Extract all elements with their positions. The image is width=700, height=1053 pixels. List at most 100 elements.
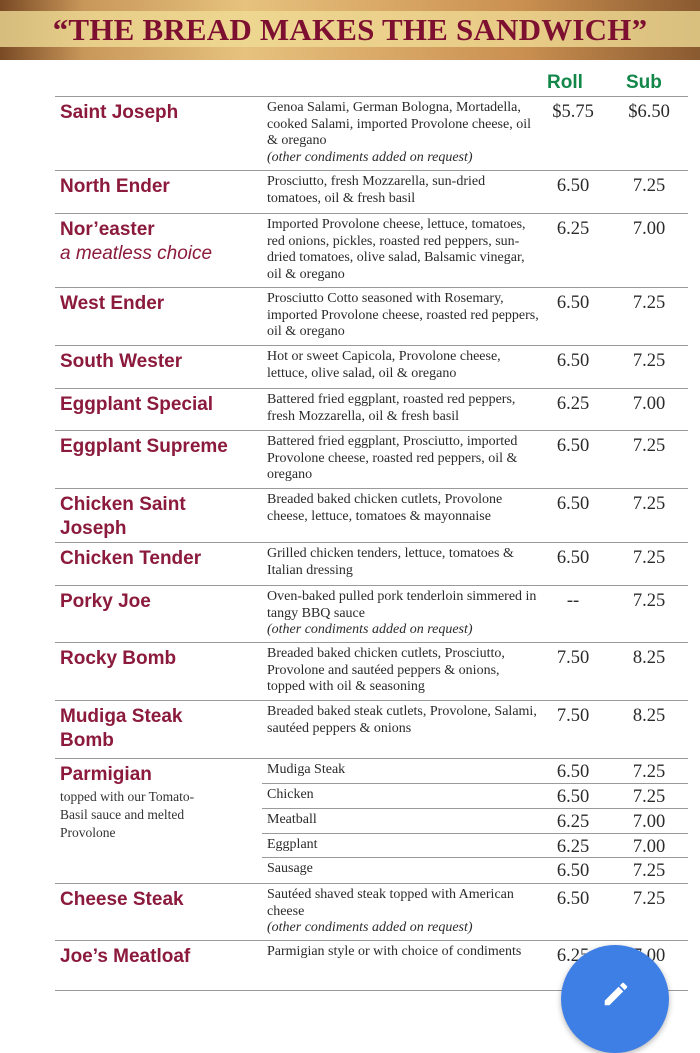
row-divider	[55, 430, 688, 431]
item-name-text: Eggplant Special	[60, 394, 214, 415]
item-name-text: Chicken Saint Joseph	[60, 494, 186, 539]
row-divider	[55, 758, 688, 759]
banner-strip	[0, 11, 700, 47]
sub-price: 7.00	[632, 219, 666, 239]
item-description: Breaded baked steak cutlets, Provolone, …	[267, 704, 539, 737]
item-description: Breaded baked chicken cutlets, Prosciutt…	[267, 646, 539, 696]
edit-fab-button[interactable]	[561, 945, 669, 1053]
item-name: West Ender	[60, 292, 260, 316]
row-divider	[55, 213, 688, 214]
item-description: Battered fried eggplant, roasted red pep…	[267, 392, 539, 425]
item-name: Rocky Bomb	[60, 647, 260, 671]
item-name: Eggplant Supreme	[60, 435, 260, 459]
sub-price: $6.50	[628, 102, 670, 122]
item-description: Prosciutto, fresh Mozzarella, sun-dried …	[267, 174, 539, 207]
item-name: Saint Joseph	[60, 101, 260, 125]
item-note: topped with our Tomato-Basil sauce and m…	[60, 789, 195, 840]
item-name: Nor’easter a meatless choice	[60, 218, 260, 266]
item-description: Breaded baked chicken cutlets, Provolone…	[267, 492, 539, 525]
parmigian-option: Eggplant	[267, 837, 318, 852]
column-header-roll: Roll	[547, 72, 583, 93]
item-description: Genoa Salami, German Bologna, Mortadella…	[267, 100, 539, 166]
row-divider	[55, 96, 688, 97]
roll-price: 6.50	[556, 176, 590, 196]
item-name-text: Chicken Tender	[60, 548, 202, 569]
roll-price: 6.50	[556, 351, 590, 371]
description-text: Battered fried eggplant, roasted red pep…	[267, 392, 516, 424]
row-divider	[55, 488, 688, 489]
roll-price: 6.25	[556, 837, 590, 857]
item-name: Mudiga Steak Bomb	[60, 705, 190, 753]
roll-price: 6.25	[556, 394, 590, 414]
row-divider	[262, 783, 688, 784]
roll-price: 6.50	[556, 436, 590, 456]
row-divider	[262, 833, 688, 834]
row-divider	[55, 287, 688, 288]
sub-price: 7.25	[632, 591, 666, 611]
sub-price: 8.25	[632, 648, 666, 668]
sub-price: 7.25	[632, 787, 666, 807]
item-description: Oven-baked pulled pork tenderloin simmer…	[267, 589, 539, 639]
row-divider	[55, 585, 688, 586]
row-divider	[262, 808, 688, 809]
sub-price: 7.25	[632, 351, 666, 371]
sub-price: 7.25	[632, 293, 666, 313]
row-divider	[55, 542, 688, 543]
roll-price: $5.75	[552, 102, 594, 122]
item-name-text: Eggplant Supreme	[60, 436, 228, 457]
roll-price: 6.50	[556, 889, 590, 909]
item-name: Eggplant Special	[60, 393, 260, 417]
item-name-text: Mudiga Steak Bomb	[60, 706, 183, 751]
description-text: Grilled chicken tenders, lettuce, tomato…	[267, 546, 514, 578]
description-note: (other condiments added on request)	[267, 920, 473, 935]
item-name-text: Porky Joe	[60, 591, 151, 612]
parmigian-option: Chicken	[267, 787, 314, 802]
item-name-text: Joe’s Meatloaf	[60, 946, 191, 967]
description-text: Imported Provolone cheese, lettuce, toma…	[267, 217, 526, 282]
row-divider	[55, 642, 688, 643]
item-name-text: North Ender	[60, 176, 170, 197]
item-name-text: South Wester	[60, 351, 183, 372]
item-name-text: Saint Joseph	[60, 102, 179, 123]
description-text: Prosciutto Cotto seasoned with Rosemary,…	[267, 291, 539, 339]
parmigian-option: Mudiga Steak	[267, 762, 346, 777]
description-text: Parmigian style or with choice of condim…	[267, 944, 522, 959]
roll-price: 7.50	[556, 706, 590, 726]
parmigian-option: Meatball	[267, 812, 317, 827]
sub-price: 7.25	[632, 762, 666, 782]
description-text: Sautéed shaved steak topped with America…	[267, 887, 514, 919]
item-name: Porky Joe	[60, 590, 260, 614]
sub-price: 7.00	[632, 812, 666, 832]
item-description: Prosciutto Cotto seasoned with Rosemary,…	[267, 291, 539, 341]
item-description: Parmigian style or with choice of condim…	[267, 944, 539, 961]
description-text: Breaded baked steak cutlets, Provolone, …	[267, 704, 537, 736]
roll-price: 6.50	[556, 494, 590, 514]
sub-price: 7.25	[632, 889, 666, 909]
roll-price: 6.50	[556, 293, 590, 313]
row-divider	[55, 940, 688, 941]
sub-price: 7.25	[632, 548, 666, 568]
sub-price: 7.00	[632, 394, 666, 414]
description-text: Hot or sweet Capicola, Provolone cheese,…	[267, 349, 501, 381]
row-divider	[262, 857, 688, 858]
item-name: Chicken Saint Joseph	[60, 493, 190, 541]
item-name-text: West Ender	[60, 293, 165, 314]
item-description: Sautéed shaved steak topped with America…	[267, 887, 539, 937]
roll-price: 6.25	[556, 812, 590, 832]
pencil-icon	[604, 982, 628, 1006]
roll-price: 6.50	[556, 861, 590, 881]
description-text: Genoa Salami, German Bologna, Mortadella…	[267, 100, 531, 148]
sub-price: 7.25	[632, 176, 666, 196]
row-divider	[55, 883, 688, 884]
item-description: Battered fried eggplant, Prosciutto, imp…	[267, 434, 539, 484]
sub-price: 7.25	[632, 436, 666, 456]
item-name: North Ender	[60, 175, 260, 199]
item-name-text: Rocky Bomb	[60, 648, 177, 669]
description-text: Oven-baked pulled pork tenderloin simmer…	[267, 589, 537, 621]
item-description: Grilled chicken tenders, lettuce, tomato…	[267, 546, 539, 579]
row-divider	[55, 990, 688, 991]
roll-price: 7.50	[556, 648, 590, 668]
banner-title: “THE BREAD MAKES THE SANDWICH”	[52, 12, 648, 47]
item-name: Chicken Tender	[60, 547, 260, 571]
item-subtitle: a meatless choice	[60, 243, 213, 264]
